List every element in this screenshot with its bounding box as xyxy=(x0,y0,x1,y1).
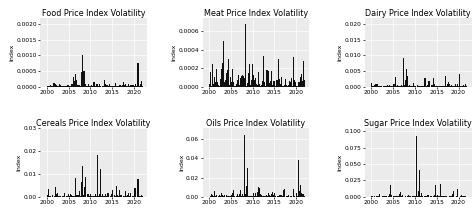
Y-axis label: Index: Index xyxy=(17,154,22,171)
Title: Meat Price Index Volatility: Meat Price Index Volatility xyxy=(204,9,308,18)
Title: Sugar Price Index Volatility: Sugar Price Index Volatility xyxy=(365,119,472,128)
Title: Food Price Index Volatility: Food Price Index Volatility xyxy=(42,9,146,18)
Y-axis label: Index: Index xyxy=(179,154,184,171)
Y-axis label: Index: Index xyxy=(9,43,14,61)
Title: Dairy Price Index Volatility: Dairy Price Index Volatility xyxy=(365,9,471,18)
Y-axis label: Index: Index xyxy=(337,154,342,171)
Y-axis label: Index: Index xyxy=(337,43,342,61)
Y-axis label: Index: Index xyxy=(172,43,176,61)
Title: Cereals Price Index Volatility: Cereals Price Index Volatility xyxy=(36,119,151,128)
Title: Oils Price Index Volatility: Oils Price Index Volatility xyxy=(206,119,306,128)
